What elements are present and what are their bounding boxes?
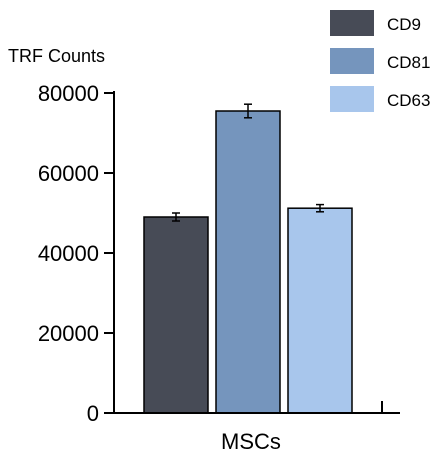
bar-cd9	[143, 216, 209, 414]
bars	[143, 110, 353, 414]
legend: CD9 CD81 CD63	[330, 10, 430, 112]
legend-swatch-cd81	[330, 48, 374, 74]
y-tick-label: 0	[87, 401, 99, 426]
legend-swatch-cd63	[330, 86, 374, 112]
bar-cd81	[215, 110, 281, 414]
legend-label: CD63	[387, 91, 430, 110]
y-axis-ticks: 0 20000 40000 60000 80000	[38, 81, 114, 426]
y-tick-label: 40000	[38, 241, 99, 266]
legend-label: CD9	[387, 15, 421, 34]
x-axis-ticks: MSCs	[221, 429, 281, 454]
y-tick-label: 60000	[38, 161, 99, 186]
x-tick-label: MSCs	[221, 429, 281, 454]
bar-cd63	[287, 207, 353, 414]
legend-label: CD81	[387, 53, 430, 72]
y-tick-label: 80000	[38, 81, 99, 106]
error-bars	[172, 103, 324, 222]
legend-swatch-cd9	[330, 10, 374, 36]
y-axis-label: TRF Counts	[8, 46, 105, 66]
y-tick-label: 20000	[38, 321, 99, 346]
